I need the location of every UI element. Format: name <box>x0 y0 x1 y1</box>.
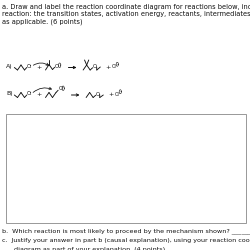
Text: O: O <box>55 64 59 68</box>
Text: O:: O: <box>26 91 32 96</box>
Text: -: - <box>120 90 121 94</box>
Text: +: + <box>108 92 114 98</box>
Text: O: O <box>58 86 62 92</box>
Text: B): B) <box>6 91 13 96</box>
Text: Cl: Cl <box>114 92 119 97</box>
Text: ..: .. <box>28 62 30 66</box>
Text: -: - <box>63 85 64 89</box>
Text: as applicable. (6 points): as applicable. (6 points) <box>2 19 83 25</box>
Text: -: - <box>60 62 61 66</box>
Text: +: + <box>105 65 110 70</box>
Text: O: O <box>96 92 100 96</box>
Text: +: + <box>36 65 42 70</box>
Text: reaction: the transition states, activation energy, reactants, intermediates, pr: reaction: the transition states, activat… <box>2 11 250 17</box>
Text: +: + <box>36 92 42 98</box>
Text: c.  Justify your answer in part b (causal explanation), using your reaction coor: c. Justify your answer in part b (causal… <box>2 238 250 243</box>
Text: a. Draw and label the reaction coordinate diagram for reactions below, including: a. Draw and label the reaction coordinat… <box>2 4 250 10</box>
Text: O: O <box>93 64 97 69</box>
Text: A): A) <box>6 64 13 69</box>
Text: Cl: Cl <box>112 64 116 69</box>
Text: -: - <box>116 62 118 66</box>
Text: ..: .. <box>28 89 30 93</box>
Text: b.  Which reaction is most likely to proceed by the mechanism shown? _________  : b. Which reaction is most likely to proc… <box>2 229 250 234</box>
Text: diagram as part of your explanation. (4 points): diagram as part of your explanation. (4 … <box>2 247 166 250</box>
Text: O:: O: <box>26 64 32 69</box>
Bar <box>6 114 246 222</box>
